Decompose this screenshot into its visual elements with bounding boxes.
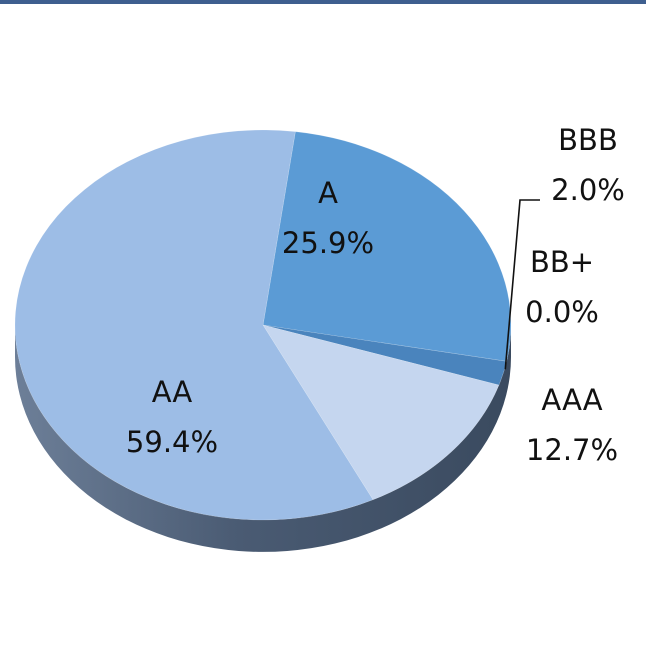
pie-leaders: [504, 199, 540, 370]
leader-line-bbb: [504, 199, 540, 370]
slice-label-aaa-name: AAA: [541, 383, 602, 417]
top-rule: [0, 0, 646, 4]
slice-label-aa-value: 59.4%: [126, 425, 218, 459]
pie-side-wall: [15, 325, 511, 552]
slice-label-bb-plus-value: 0.0%: [525, 295, 599, 329]
pie-top: [14, 129, 512, 521]
pie-slice-aa: [14, 129, 374, 521]
slice-label-aaa-value: 12.7%: [526, 433, 618, 467]
pie-slice-aaa: [262, 324, 500, 501]
slice-label-bbb-value: 2.0%: [551, 173, 625, 207]
pie-labels: A 25.9% BBB 2.0% BB+ 0.0% AAA 12.7% AA 59.4%: [126, 123, 625, 467]
slice-label-aa-name: AA: [152, 375, 193, 409]
slice-label-bbb-name: BBB: [558, 123, 618, 157]
slice-label-a-value: 25.9%: [282, 226, 374, 260]
slice-label-bb-plus-name: BB+: [530, 245, 594, 279]
slice-label-a-name: A: [318, 176, 338, 210]
pie-slice-a: [262, 131, 512, 362]
pie-side: [15, 325, 511, 552]
